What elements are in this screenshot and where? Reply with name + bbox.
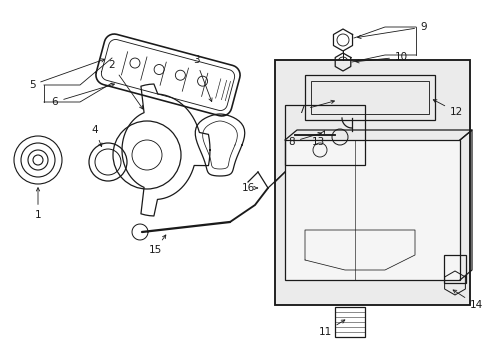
Text: 2: 2 bbox=[108, 60, 142, 109]
Bar bbox=[274, 60, 469, 305]
Text: 10: 10 bbox=[355, 52, 407, 63]
Text: 14: 14 bbox=[452, 290, 482, 310]
Bar bbox=[305, 75, 434, 120]
Bar bbox=[443, 255, 465, 283]
Text: 6: 6 bbox=[52, 84, 114, 107]
Bar bbox=[285, 105, 364, 165]
Bar bbox=[334, 307, 364, 337]
Text: 3: 3 bbox=[192, 55, 212, 102]
Text: 9: 9 bbox=[357, 22, 426, 39]
Bar bbox=[285, 140, 459, 280]
Text: 13: 13 bbox=[311, 131, 324, 147]
Text: 8: 8 bbox=[288, 132, 321, 147]
Bar bbox=[310, 81, 428, 114]
Text: 5: 5 bbox=[29, 59, 104, 90]
Text: 12: 12 bbox=[432, 100, 462, 117]
Text: 11: 11 bbox=[318, 320, 344, 337]
Text: 1: 1 bbox=[35, 188, 41, 220]
Text: 15: 15 bbox=[148, 235, 165, 255]
Bar bbox=[331, 88, 351, 118]
Text: 16: 16 bbox=[241, 183, 257, 193]
Text: 4: 4 bbox=[92, 125, 102, 147]
Text: 7: 7 bbox=[298, 100, 334, 115]
